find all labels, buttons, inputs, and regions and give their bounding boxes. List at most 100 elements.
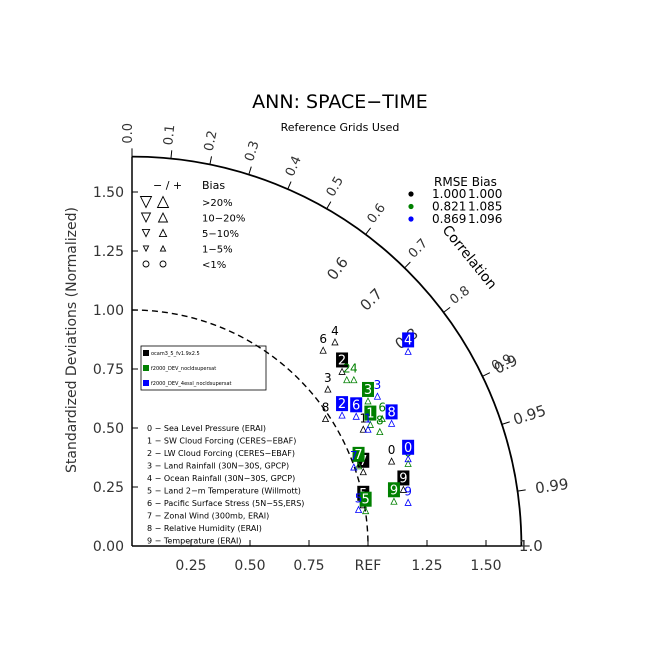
point-bias-marker: [350, 375, 358, 384]
y-tick-label: 0.75: [93, 362, 124, 378]
point-label: 5: [355, 492, 363, 506]
y-tick-label: 0.50: [93, 421, 124, 437]
point-label: 5: [361, 493, 369, 508]
point-label: 8: [376, 414, 384, 428]
case-name: ocam3_5_fv1.9x2.5: [151, 351, 200, 357]
point-label: 9: [404, 484, 412, 498]
point-label-box: [336, 352, 349, 368]
variable-legend-entry: 2 − LW Cloud Forcing (CERES−EBAF): [147, 449, 295, 458]
bias-legend-label: >20%: [202, 198, 233, 209]
outer-arc: [131, 155, 523, 547]
x-tick-label: 0.25: [175, 558, 206, 574]
point-label-box: [402, 439, 415, 455]
point-bias-marker: [343, 375, 351, 384]
variable-legend-entry: 5 − Land 2−m Temperature (Willmott): [147, 487, 301, 496]
case-color-swatch: [143, 365, 149, 371]
point-bias-marker: [331, 338, 339, 346]
variable-legend-entry: 9 − Temperature (ERAI): [147, 537, 241, 546]
point-bias-marker: [387, 457, 396, 465]
case-name: f2000_DEV_nocldsupersat: [151, 366, 216, 372]
x-tick-label: REF: [355, 558, 382, 574]
bias-legend-label: 10−20%: [202, 214, 245, 225]
point-bias-marker: [404, 454, 412, 463]
point-label: 6: [319, 332, 327, 346]
point-bias-marker: [387, 419, 396, 427]
rmse-row-dot: [408, 191, 414, 197]
point-bias-marker: [359, 467, 367, 476]
correlation-tick: [365, 227, 371, 235]
correlation-tick-label-inner: 0.4: [283, 154, 305, 179]
bias-down-triangle-icon: [141, 228, 151, 238]
x-tick-label: 1.50: [470, 558, 501, 574]
correlation-tick: [170, 150, 173, 159]
point-bias-marker: [354, 505, 363, 513]
point-label-box: [336, 396, 349, 412]
point-bias-marker: [319, 346, 327, 354]
correlation-tick-label-outer: 0.95: [511, 401, 548, 428]
point-bias-marker: [373, 392, 382, 400]
point-bias-marker: [321, 414, 330, 423]
variable-legend-entry: 1 − SW Cloud Forcing (CERES−EBAF): [147, 437, 296, 446]
case-color-swatch: [143, 380, 149, 386]
variable-legend-entry: 3 − Land Rainfall (30N−30S, GPCP): [147, 462, 289, 471]
point-label: 2: [338, 397, 346, 412]
chart-subtitle: Reference Grids Used: [281, 121, 400, 134]
point-label: 1: [364, 411, 372, 425]
bias-value: 1.085: [468, 200, 502, 214]
correlation-tick: [287, 181, 292, 190]
correlation-tick-label-inner: 0.5: [324, 174, 347, 199]
point-bias-marker: [324, 385, 332, 393]
rmse-row-dot: [408, 216, 414, 222]
correlation-tick: [501, 421, 510, 425]
correlation-tick: [248, 166, 252, 175]
correlation-tick-label-inner: 0.7: [406, 236, 431, 261]
rmse-value: 1.000: [432, 187, 466, 201]
point-label: 3: [364, 383, 372, 398]
point-label: 4: [404, 333, 412, 348]
point-label: 2: [343, 362, 351, 376]
correlation-axis-label: Correlation: [439, 222, 500, 292]
x-tick-label: 0.75: [293, 558, 324, 574]
point-label-box: [402, 332, 415, 348]
correlation-tick-label-inner: 0.3: [242, 139, 263, 163]
bias-down-triangle-icon: [140, 212, 152, 224]
point-bias-marker: [338, 411, 346, 419]
point-bias-marker: [404, 347, 412, 355]
bias-legend-label: 5−10%: [202, 229, 239, 240]
variable-legend-entry: 8 − Relative Humidity (ERAI): [147, 524, 262, 533]
y-tick-label: 0.25: [93, 480, 124, 496]
point-label: 9: [399, 471, 407, 486]
correlation-tick-label-outer: 0.6: [323, 254, 352, 284]
y-axis-label: Standardized Deviations (Normalized): [64, 207, 80, 473]
point-label: 0: [404, 441, 412, 456]
point-label: 1: [366, 407, 374, 422]
bias-legend-signs: − / +: [153, 179, 182, 192]
point-label: 0: [388, 443, 396, 457]
bias-value: 1.096: [468, 212, 502, 226]
point-bias-marker: [354, 461, 363, 470]
variable-legend-entry: 4 − Ocean Rainfall (30N−30S, GPCP): [147, 474, 295, 483]
correlation-tick-label-outer: 0.99: [534, 475, 570, 497]
point-label: 3: [324, 371, 332, 385]
y-tick-label: 1.25: [93, 244, 124, 260]
point-bias-marker: [352, 412, 360, 420]
bias-legend-label: <1%: [202, 260, 226, 271]
point-bias-marker: [338, 367, 346, 375]
y-tick-label: 1.00: [93, 303, 124, 319]
point-label-box: [362, 381, 374, 397]
point-label-box: [359, 491, 372, 507]
x-tick-label: 0.50: [234, 558, 265, 574]
point-label: 4: [331, 324, 339, 338]
correlation-tick-label-inner: 0.6: [365, 201, 389, 227]
rmse-value: 0.821: [432, 200, 466, 214]
point-bias-marker: [404, 459, 412, 467]
bias-circle-icon: [142, 260, 150, 268]
bias-up-triangle-icon: [156, 195, 170, 208]
rmse-row-dot: [408, 203, 414, 210]
case-color-swatch: [143, 350, 149, 356]
point-label-box: [387, 482, 400, 498]
point-label-box: [397, 470, 410, 486]
point-bias-marker: [364, 425, 372, 433]
